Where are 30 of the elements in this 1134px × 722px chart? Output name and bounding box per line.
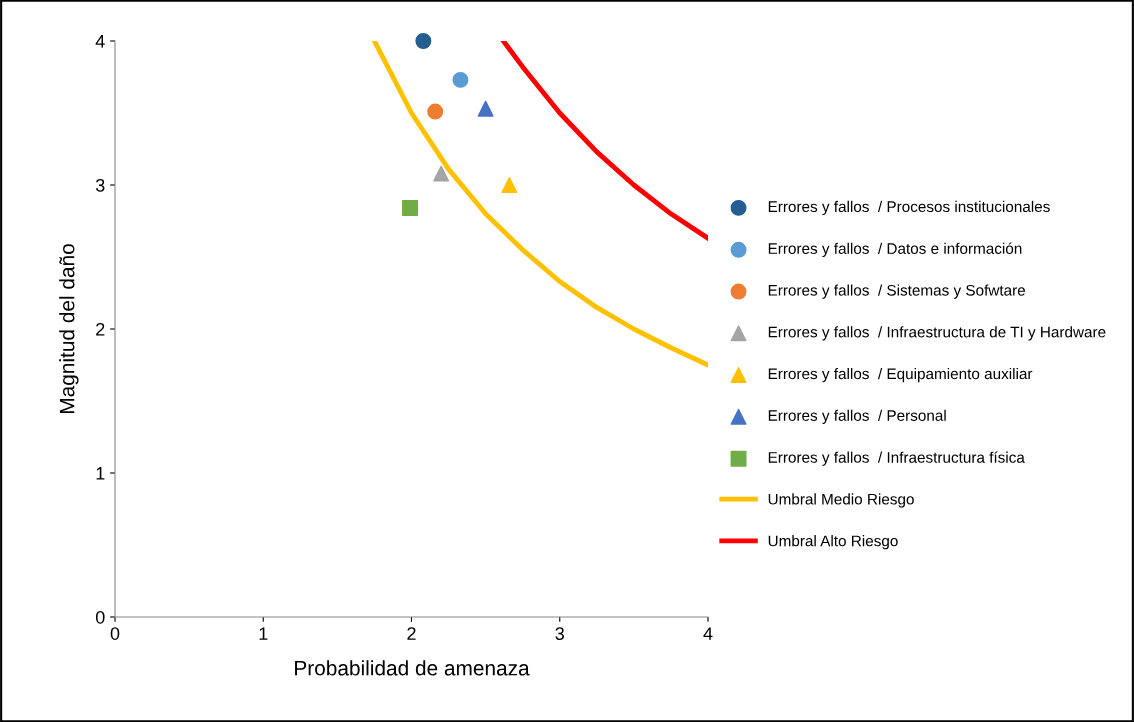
legend-label: Errores y fallos / Infraestructura de TI y Hardware xyxy=(768,326,1106,341)
y-tick-label: 4 xyxy=(95,35,105,48)
y-tick-label: 1 xyxy=(96,467,105,480)
x-tick-label: 1 xyxy=(259,627,268,640)
legend-label: Errores y fallos / Infraestructura física xyxy=(768,451,1025,466)
point xyxy=(402,200,418,217)
x-tick-label: 2 xyxy=(407,627,416,640)
point xyxy=(415,33,432,49)
point xyxy=(427,103,444,120)
y-tick-label: 0 xyxy=(95,610,105,624)
legend-label: Errores y fallos / Datos e información xyxy=(768,242,1022,257)
legend-label: Umbral Alto Riesgo xyxy=(768,535,898,550)
point xyxy=(452,71,469,88)
legend-label: Errores y fallos / Sistemas y Sofwtare xyxy=(768,284,1026,299)
x-tick-label: 0 xyxy=(110,627,120,640)
legend-label: Errores y fallos / Procesos institucionales xyxy=(768,200,1050,216)
x-tick-label: 4 xyxy=(703,627,713,640)
y-tick-label: 2 xyxy=(96,322,105,336)
x-axis-title: Probabilidad de amenaza xyxy=(295,660,530,676)
y-axis-title: Magnitud del daño xyxy=(59,244,79,413)
line-series xyxy=(372,41,708,368)
legend-label: Errores y fallos / Personal xyxy=(768,409,946,424)
y-tick-label: 3 xyxy=(95,178,105,192)
x-tick-label: 3 xyxy=(555,627,564,640)
point xyxy=(501,177,518,193)
line-series xyxy=(500,41,708,241)
point xyxy=(477,100,494,117)
legend-label: Umbral Medio Riesgo xyxy=(768,493,914,508)
point xyxy=(433,165,450,182)
legend-label: Errores y fallos / Equipamiento auxiliar xyxy=(768,367,1033,383)
